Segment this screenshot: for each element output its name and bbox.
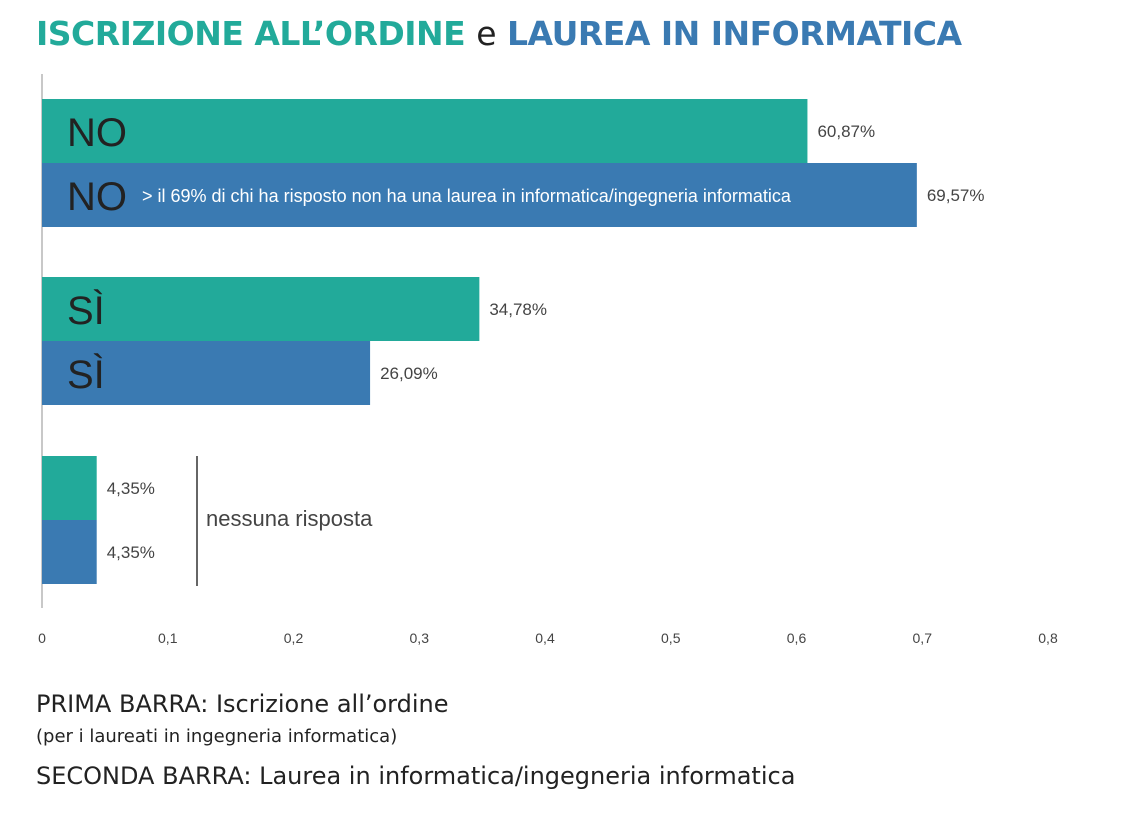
bar-category-label: SÌ <box>67 352 105 397</box>
x-tick-label: 0,7 <box>913 630 933 646</box>
x-tick-label: 0,6 <box>787 630 807 646</box>
x-tick-label: 0,1 <box>158 630 178 646</box>
x-tick-label: 0,2 <box>284 630 304 646</box>
annotation-no-degree: > il 69% di chi ha risposto non ha una l… <box>142 186 792 206</box>
legend-second-bar: SECONDA BARRA: Laurea in informatica/ing… <box>36 762 796 790</box>
x-tick-label: 0,5 <box>661 630 681 646</box>
bar <box>42 163 917 227</box>
title-part-2: LAUREA IN INFORMATICA <box>507 14 962 53</box>
bar <box>42 456 97 520</box>
bar <box>42 520 97 584</box>
bar <box>42 99 808 163</box>
x-tick-label: 0,4 <box>535 630 555 646</box>
title-part-1: ISCRIZIONE ALL’ORDINE <box>36 14 466 53</box>
bar-category-label: NO <box>67 111 127 155</box>
annotation-no-response: nessuna risposta <box>206 506 373 531</box>
data-label: 4,35% <box>107 543 155 562</box>
bar <box>42 277 480 341</box>
bar-chart: NO 60,87% NO 69,57% SÌ 34,78% SÌ 26,09% 4,35% 4,3… <box>38 74 1058 646</box>
title-connector: e <box>476 14 497 53</box>
bar <box>42 341 371 405</box>
x-tick-label: 0 <box>38 630 46 646</box>
data-label: 26,09% <box>380 364 438 383</box>
legend-first-bar: PRIMA BARRA: Iscrizione all’ordine <box>36 690 449 718</box>
bar-category-label: NO <box>67 175 127 219</box>
legend-first-bar-note: (per i laureati in ingegneria informatic… <box>36 726 398 747</box>
chart-title: ISCRIZIONE ALL’ORDINE e LAUREA IN INFORM… <box>36 14 962 53</box>
x-tick-label: 0,3 <box>410 630 430 646</box>
data-label: 60,87% <box>817 122 875 141</box>
x-tick-label: 0,8 <box>1038 630 1058 646</box>
data-label: 34,78% <box>489 300 547 319</box>
data-label: 4,35% <box>107 479 155 498</box>
bar-category-label: SÌ <box>67 288 105 333</box>
data-label: 69,57% <box>927 186 985 205</box>
